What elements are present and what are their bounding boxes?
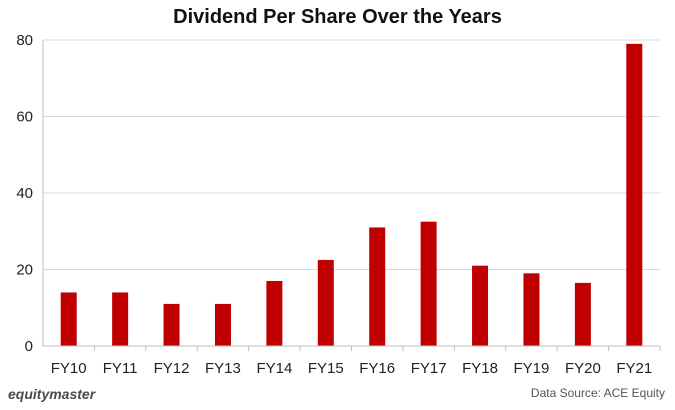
x-tick-label-fy21: FY21 [616, 360, 652, 377]
y-tick-label: 0 [25, 338, 33, 355]
bars [60, 43, 643, 346]
y-tick-labels: 0 20 40 60 80 [16, 32, 33, 355]
x-tick-labels: FY10 FY11 FY12 FY13 FY14 FY15 FY16 FY17 FY18 FY19… [51, 360, 652, 377]
bar-fy13 [214, 303, 231, 346]
bar-fy12 [163, 303, 180, 346]
x-tick-label-fy17: FY17 [411, 360, 447, 377]
x-tick-label-fy20: FY20 [565, 360, 601, 377]
x-tick-label-fy18: FY18 [462, 360, 498, 377]
y-tick-label: 40 [16, 185, 33, 202]
bar-fy10 [60, 292, 77, 346]
x-tick-label-fy16: FY16 [359, 360, 395, 377]
bar-fy19 [523, 273, 540, 346]
y-tick-label: 60 [16, 109, 33, 126]
y-tick-label: 20 [16, 262, 33, 279]
chart-title: Dividend Per Share Over the Years [173, 6, 502, 28]
x-tick-label-fy10: FY10 [51, 360, 87, 377]
x-tick-label-fy12: FY12 [154, 360, 190, 377]
bar-fy20 [574, 282, 591, 346]
bar-fy17 [420, 221, 437, 346]
gridlines [43, 39, 660, 270]
bar-fy21 [626, 43, 643, 346]
axes [42, 40, 661, 351]
bar-fy18 [472, 265, 489, 346]
bar-fy11 [112, 292, 129, 346]
brand-logo-text: equitymaster [8, 386, 96, 402]
x-tick-label-fy11: FY11 [103, 360, 138, 377]
y-tick-label: 80 [16, 32, 33, 49]
bar-fy14 [266, 280, 283, 346]
x-tick-label-fy15: FY15 [308, 360, 344, 377]
data-source-note: Data Source: ACE Equity [530, 386, 665, 400]
x-tick-label-fy14: FY14 [256, 360, 292, 377]
x-tick-label-fy19: FY19 [514, 360, 550, 377]
x-tick-label-fy13: FY13 [205, 360, 241, 377]
bar-fy16 [369, 227, 386, 346]
bar-fy15 [317, 259, 334, 346]
